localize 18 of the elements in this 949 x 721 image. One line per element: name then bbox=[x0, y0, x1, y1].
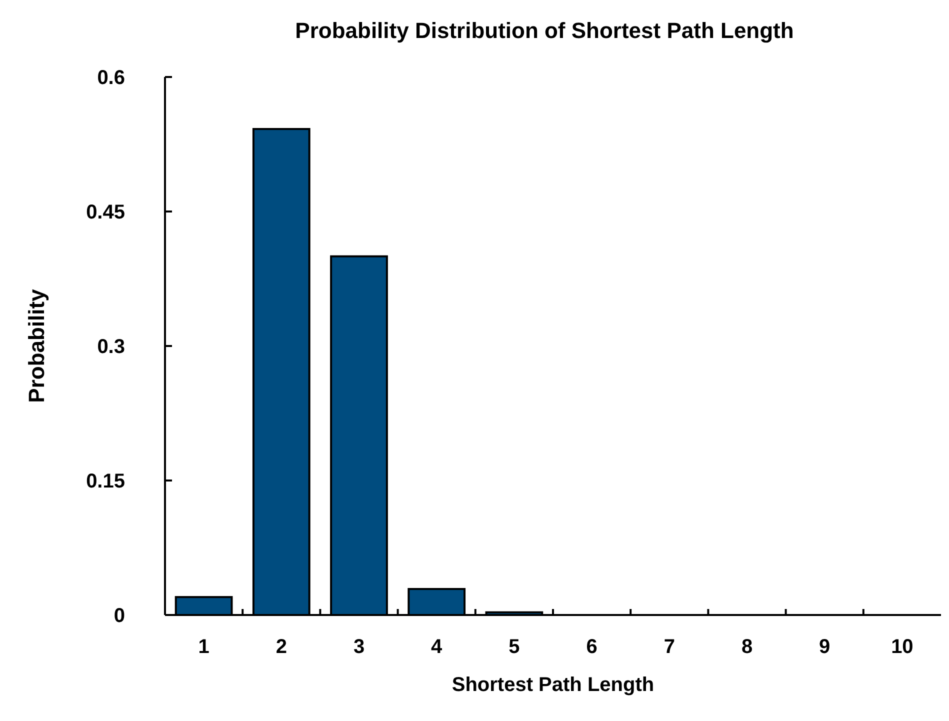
y-axis-title: Probability bbox=[24, 288, 49, 403]
x-tick-label: 1 bbox=[198, 636, 210, 658]
x-tick-label: 2 bbox=[276, 636, 287, 658]
x-tick-label: 3 bbox=[353, 636, 365, 658]
x-axis-title: Shortest Path Length bbox=[452, 674, 654, 696]
y-tick-label: 0.45 bbox=[86, 202, 125, 224]
x-tick-label: 10 bbox=[891, 636, 914, 658]
x-tick-label: 4 bbox=[431, 636, 444, 658]
x-tick-label: 7 bbox=[664, 636, 675, 658]
x-tick-label: 6 bbox=[586, 636, 598, 658]
y-tick-label: 0.3 bbox=[97, 336, 125, 358]
chart-title: Probability Distribution of Shortest Path Length bbox=[295, 18, 794, 43]
y-tick-label: 0.6 bbox=[97, 67, 125, 89]
x-tick-label: 5 bbox=[508, 636, 520, 658]
y-tick-label: 0.15 bbox=[86, 470, 125, 492]
x-tick-label: 8 bbox=[741, 636, 753, 658]
x-tick-label: 9 bbox=[819, 636, 830, 658]
y-tick-label: 0 bbox=[114, 605, 125, 627]
